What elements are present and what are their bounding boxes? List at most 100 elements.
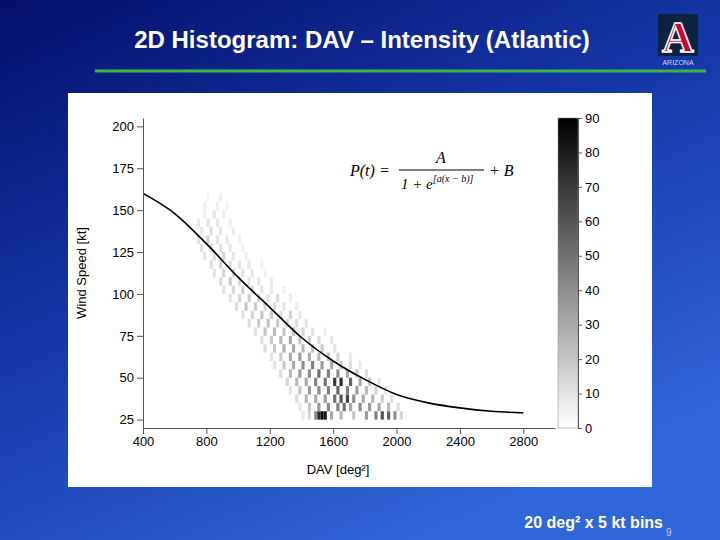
heatmap-cell — [289, 294, 292, 302]
tick-label: 400 — [133, 434, 155, 449]
tick: 1600 — [319, 428, 348, 449]
heatmap-cell — [251, 269, 254, 277]
heatmap-cell — [336, 403, 339, 411]
tick-label: 70 — [585, 180, 599, 195]
heatmap-cell — [298, 369, 301, 377]
heatmap-cell — [197, 219, 200, 227]
heatmap-cell — [320, 411, 323, 419]
heatmap-cell — [260, 311, 263, 319]
heatmap-cell — [289, 353, 292, 361]
heatmap-cell — [359, 403, 362, 411]
heatmap-cell — [229, 277, 232, 285]
tick-label: 20 — [585, 352, 599, 367]
heatmap-cell — [232, 252, 235, 260]
heatmap-cell — [248, 277, 251, 285]
tick-label: 175 — [112, 161, 134, 176]
heatmap-cell — [317, 336, 320, 344]
tick-label: 2800 — [509, 434, 538, 449]
heatmap-cell — [257, 277, 260, 285]
tick-mark — [137, 168, 143, 169]
tick: 75 — [120, 328, 143, 343]
heatmap-cell — [210, 227, 213, 235]
heatmap-cell — [365, 369, 368, 377]
tick-mark — [137, 252, 143, 253]
tick-label: 125 — [112, 245, 134, 260]
heatmap-cell — [301, 327, 304, 335]
tick-label: 2400 — [446, 434, 475, 449]
heatmap-cell — [305, 378, 308, 386]
heatmap-cell — [362, 394, 365, 402]
heatmap-cell — [241, 286, 244, 294]
axis-line — [144, 428, 556, 429]
tick: 150 — [112, 203, 143, 218]
heatmap-cell — [352, 394, 355, 402]
colorbar-axis: 0102030405060708090 — [578, 111, 599, 436]
tick-mark — [143, 428, 144, 434]
heatmap-cell — [387, 411, 390, 419]
tick: 175 — [112, 161, 143, 176]
footer-note: 20 deg² x 5 kt bins — [524, 514, 663, 531]
plot-area — [143, 193, 523, 419]
heatmap-cell — [206, 193, 209, 201]
title: 2D Histogram: DAV – Intensity (Atlantic) — [134, 26, 590, 53]
tick: 2400 — [446, 428, 475, 449]
heatmap-cell — [200, 244, 203, 252]
tick-label: 90 — [585, 111, 599, 126]
heatmap-cell — [216, 235, 219, 243]
heatmap-cell — [222, 252, 225, 260]
heatmap-cell — [381, 411, 384, 419]
tick-label: 75 — [120, 328, 134, 343]
tick: 30 — [578, 317, 599, 332]
heatmap-cell — [238, 294, 241, 302]
heatmap-cell — [267, 319, 270, 327]
heatmap-cell — [216, 202, 219, 210]
tick: 800 — [196, 428, 218, 449]
heatmap-cell — [346, 386, 349, 394]
heatmap-cell — [305, 319, 308, 327]
heatmap-cell — [282, 344, 285, 352]
heatmap-cell — [270, 336, 273, 344]
heatmap-cell — [298, 403, 301, 411]
tick: 25 — [120, 412, 143, 427]
heatmap-cell — [349, 403, 352, 411]
heatmap-cell — [330, 336, 333, 344]
tick-mark — [137, 126, 143, 127]
heatmap-cell — [333, 344, 336, 352]
chart-panel — [68, 93, 652, 487]
axis-line — [579, 119, 583, 429]
heatmap-cell — [273, 327, 276, 335]
heatmap-cell — [324, 378, 327, 386]
heatmap-cell — [248, 294, 251, 302]
heatmap-cell — [333, 394, 336, 402]
heatmap-cell — [282, 361, 285, 369]
tick-label: 1200 — [256, 434, 285, 449]
tick-label: 200 — [112, 119, 134, 134]
heatmap-cell — [286, 378, 289, 386]
heatmap-cell — [206, 219, 209, 227]
heatmap-cell — [229, 244, 232, 252]
tick-label: 800 — [196, 434, 218, 449]
tick-mark — [578, 290, 582, 291]
heatmap-cell — [295, 394, 298, 402]
tick: 200 — [112, 119, 143, 134]
heatmap-cell — [349, 353, 352, 361]
background — [0, 0, 720, 540]
heatmap-cell — [298, 311, 301, 319]
heatmap-cell — [254, 327, 257, 335]
heatmap-cell — [270, 353, 273, 361]
heatmap-cell — [336, 353, 339, 361]
x-axis-title: DAV [deg²] — [307, 462, 370, 477]
heatmap-cell — [289, 336, 292, 344]
tick-label: 150 — [112, 203, 134, 218]
tick-label: 50 — [585, 248, 599, 263]
heatmap-cell — [292, 361, 295, 369]
tick: 60 — [578, 214, 599, 229]
heatmap-cell — [390, 394, 393, 402]
heatmap-cell — [327, 369, 330, 377]
heatmap-cell — [365, 411, 368, 419]
heatmap-cell — [260, 336, 263, 344]
heatmap-cell — [336, 386, 339, 394]
heatmap-cell — [232, 227, 235, 235]
heatmap-cell — [292, 344, 295, 352]
tick: 400 — [133, 428, 155, 449]
